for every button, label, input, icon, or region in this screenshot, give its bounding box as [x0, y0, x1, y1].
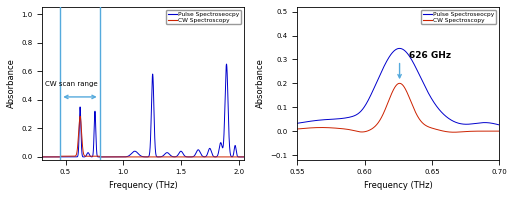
X-axis label: Frequency (THz): Frequency (THz) — [109, 181, 178, 190]
Text: 626 GHz: 626 GHz — [409, 51, 451, 60]
X-axis label: Frequency (THz): Frequency (THz) — [364, 181, 433, 190]
Text: CW scan range: CW scan range — [45, 81, 98, 86]
Legend: Pulse Spectroseocpy, CW Spectroscopy: Pulse Spectroseocpy, CW Spectroscopy — [166, 10, 242, 24]
Y-axis label: Absorbance: Absorbance — [256, 59, 265, 108]
Y-axis label: Absorbance: Absorbance — [7, 59, 16, 108]
Legend: Pulse Spectroseocpy, CW Spectroscopy: Pulse Spectroseocpy, CW Spectroscopy — [421, 10, 496, 24]
